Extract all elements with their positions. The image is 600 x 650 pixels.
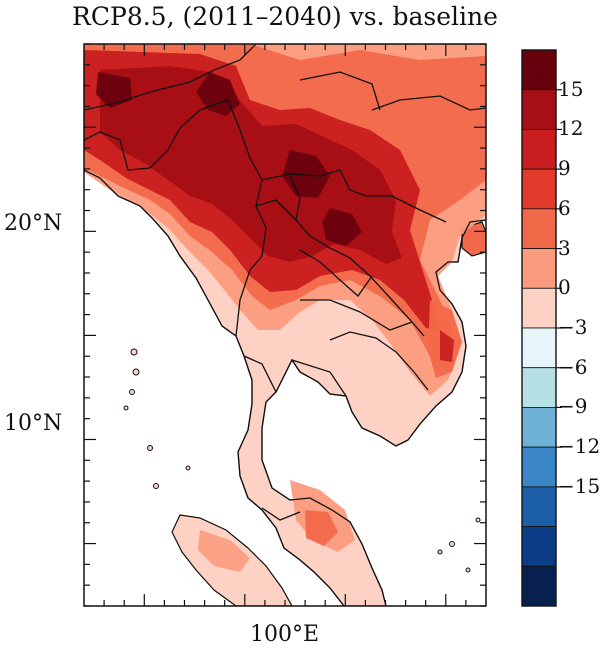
colorbar [521, 49, 562, 607]
colorbar-swatch [521, 248, 557, 289]
andaman-islands [123, 348, 481, 573]
colorbar-swatch [521, 526, 557, 567]
map-title: RCP8.5, (2011–2040) vs. baseline [72, 2, 498, 31]
temperature-change-map [84, 44, 486, 606]
colorbar-swatch [521, 287, 557, 329]
lat-label-10n: 10°N [4, 411, 63, 436]
colorbar-swatch [521, 208, 557, 249]
colorbar-swatch [521, 327, 557, 369]
axis-ticks [84, 43, 486, 607]
colorbar-label: 12 [558, 116, 584, 141]
lon-label-100e: 100°E [250, 622, 320, 647]
colorbar-swatch [521, 89, 557, 130]
colorbar-label: −12 [558, 434, 600, 459]
colorbar-label: −3 [558, 315, 588, 339]
colorbar-swatch [521, 407, 557, 448]
land-hainan [461, 221, 486, 257]
colorbar-label: 6 [558, 195, 571, 220]
colorbar-swatch [521, 565, 557, 607]
lat-label-20n: 20°N [4, 211, 63, 236]
colorbar-label: −6 [558, 354, 588, 379]
colorbar-swatch [521, 49, 557, 91]
colorbar-label: 3 [558, 235, 571, 260]
country-borders [84, 44, 486, 521]
colorbar-swatch [521, 486, 557, 527]
colorbar-swatch [521, 168, 557, 210]
colorbar-swatch [521, 129, 557, 170]
colorbar-label: −9 [558, 394, 588, 419]
colorbar-label: 9 [558, 156, 571, 181]
colorbar-swatch [521, 367, 557, 408]
colorbar-swatch [521, 446, 557, 488]
colorbar-label: 0 [558, 275, 571, 300]
colorbar-label: 15 [558, 76, 584, 101]
colorbar-label: −15 [558, 473, 600, 498]
